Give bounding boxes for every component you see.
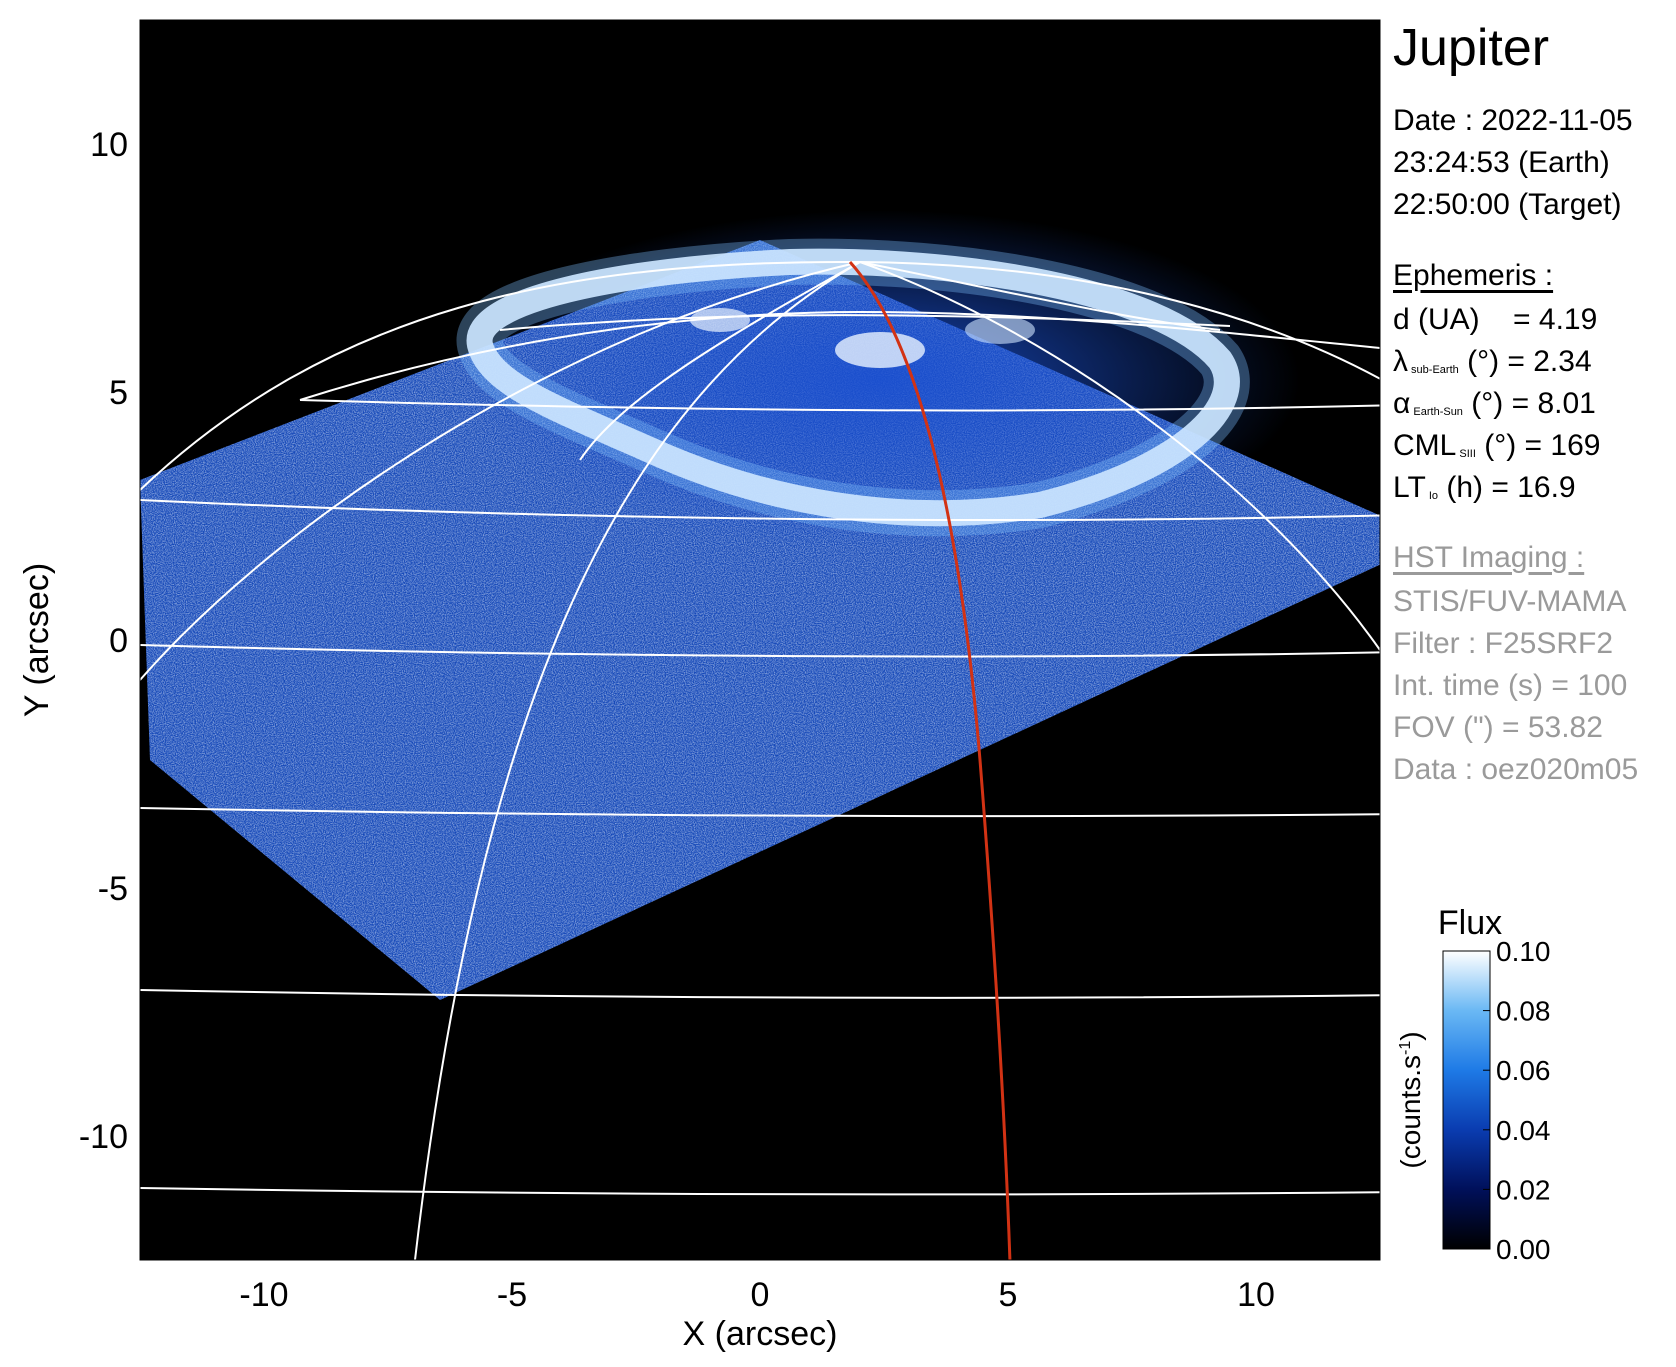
colorbar: Flux 0.00 0.02 0.04 0.06 0.08 0.10 (counts.s-…	[1395, 904, 1551, 1265]
ephemeris-value: = 16.9	[1483, 471, 1576, 504]
ephemeris-symbol: α	[1393, 387, 1411, 420]
earth-time-line: 23:24:53 (Earth)	[1393, 146, 1610, 179]
plot-frame	[139, 19, 1381, 1261]
x-tick-label: 10	[1237, 1276, 1275, 1314]
ephemeris-unit: (h)	[1438, 471, 1484, 504]
target-time-line: 22:50:00 (Target)	[1393, 188, 1622, 221]
ephemeris-subscript: Earth-Sun	[1410, 406, 1463, 418]
ephemeris-row: CML SIII (°) = 169	[1393, 426, 1600, 474]
polar-emission-3	[965, 316, 1035, 344]
x-axis: -10 -5 0 5 10	[239, 1276, 1274, 1314]
ephemeris-symbol: d (UA)	[1393, 303, 1480, 336]
ephemeris-value: = 4.19	[1479, 303, 1598, 336]
x-tick-label: -10	[239, 1276, 288, 1314]
colorbar-tick-label: 0.08	[1496, 996, 1551, 1027]
colorbar-tick-label: 0.00	[1496, 1234, 1551, 1265]
ephemeris-value: = 169	[1516, 429, 1601, 462]
longitude-line	[414, 261, 861, 1260]
ephemeris-unit: (°)	[1475, 429, 1517, 462]
y-tick-label: -10	[79, 1118, 128, 1156]
x-tick-label: 0	[751, 1276, 770, 1314]
ephemeris-symbol: λ	[1393, 345, 1408, 378]
ephemeris-subscript: sub-Earth	[1408, 364, 1459, 376]
ephemeris-row: d (UA) = 4.19	[1393, 300, 1597, 340]
hst-info-line: Filter : F25SRF2	[1393, 627, 1614, 660]
x-axis-label: X (arcsec)	[683, 1315, 838, 1353]
colorbar-tick-label: 0.06	[1496, 1055, 1551, 1086]
ephemeris-subscript: SIII	[1456, 448, 1476, 460]
date-line: Date : 2022-11-05	[1393, 104, 1633, 137]
ephemeris-row: λ sub-Earth (°) = 2.34	[1393, 342, 1592, 390]
ephemeris-heading: Ephemeris :	[1393, 259, 1554, 292]
colorbar-title: Flux	[1438, 904, 1502, 942]
y-tick-label: 5	[109, 374, 128, 412]
latitude-line	[140, 499, 1380, 521]
hst-info-line: Int. time (s) = 100	[1393, 669, 1628, 702]
latitude-line	[499, 314, 1231, 331]
ephemeris-value: = 2.34	[1499, 345, 1592, 378]
latitude-line	[140, 644, 1380, 658]
colorbar-tick-label: 0.10	[1496, 936, 1551, 967]
colorbar-tick-label: 0.02	[1496, 1174, 1551, 1205]
colorbar-gradient	[1442, 950, 1491, 1250]
x-tick-label: 5	[999, 1276, 1018, 1314]
ephemeris-symbol: CML	[1393, 429, 1457, 462]
planet-limb	[140, 260, 1380, 491]
x-tick-label: -5	[497, 1276, 527, 1314]
ephemeris-unit: (°)	[1462, 387, 1504, 420]
y-tick-label: 0	[109, 622, 128, 660]
ephemeris-subscript: Io	[1425, 490, 1439, 502]
ephemeris-symbol: LT	[1393, 471, 1426, 504]
planet-grid	[140, 260, 1380, 1260]
hst-info-line: FOV (") = 53.82	[1393, 711, 1603, 744]
hst-heading: HST Imaging :	[1393, 541, 1585, 574]
latitude-line	[299, 399, 1380, 412]
longitude-line	[859, 261, 1380, 651]
ephemeris-unit: (°)	[1458, 345, 1500, 378]
latitude-line	[140, 807, 1380, 817]
colorbar-tick-label: 0.04	[1496, 1115, 1551, 1146]
polar-emission-2	[690, 308, 750, 332]
hst-info-line: STIS/FUV-MAMA	[1393, 585, 1627, 618]
y-axis-label: Y (arcsec)	[18, 563, 56, 717]
auroral-oval-halo	[456, 238, 1250, 537]
latitude-line	[140, 989, 1380, 999]
image-layer	[140, 210, 1380, 1260]
y-tick-label: -5	[98, 870, 128, 908]
auroral-oval	[466, 248, 1240, 527]
ephemeris-row: α Earth-Sun (°) = 8.01	[1393, 384, 1596, 432]
latitude-line	[140, 1187, 1380, 1196]
y-axis: -10 -5 0 5 10	[79, 126, 128, 1156]
colorbar-ticks: 0.00 0.02 0.04 0.06 0.08 0.10	[1483, 936, 1551, 1265]
planet-title: Jupiter	[1393, 19, 1550, 77]
reference-meridian	[848, 260, 1012, 1260]
ephemeris-row: LT Io (h) = 16.9	[1393, 468, 1576, 516]
longitude-line	[859, 261, 1221, 331]
longitude-line	[140, 261, 861, 681]
colorbar-label: (counts.s-1)	[1395, 1031, 1426, 1168]
longitude-line	[579, 261, 861, 461]
hst-info-line: Data : oez020m05	[1393, 753, 1639, 786]
polar-emission-1	[835, 332, 925, 368]
latitude-line	[299, 310, 1380, 401]
ephemeris-value: = 8.01	[1503, 387, 1596, 420]
y-tick-label: 10	[90, 126, 128, 164]
